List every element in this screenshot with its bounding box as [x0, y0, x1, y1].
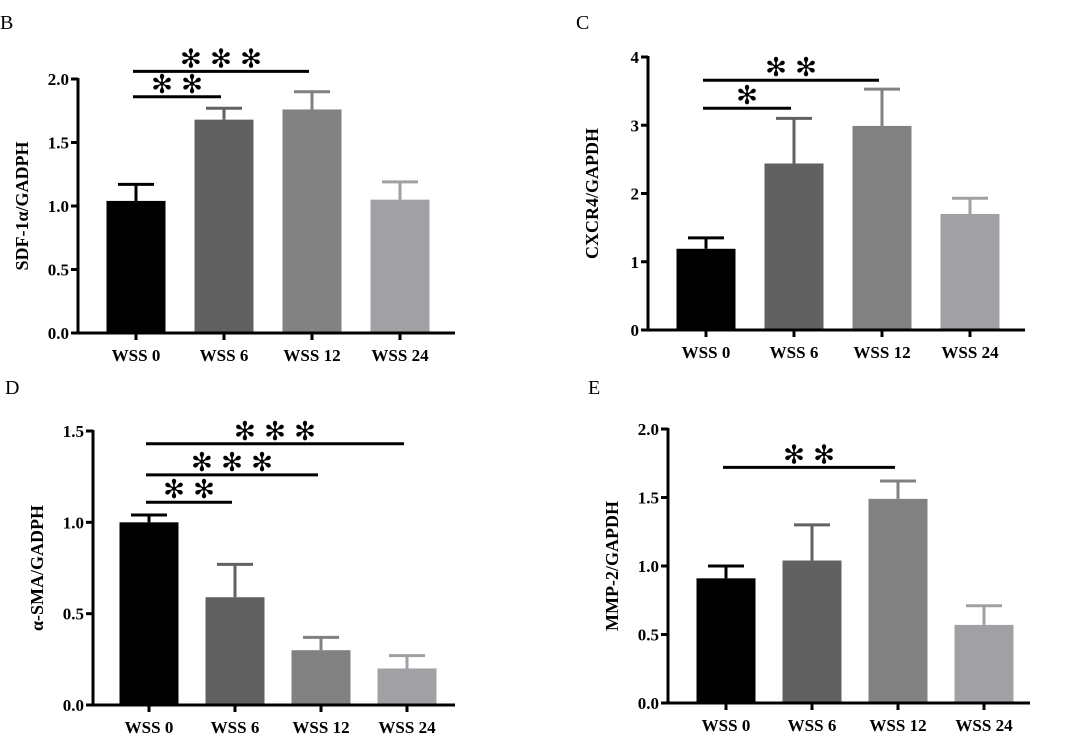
x-tick-label: WSS 24 [955, 716, 1013, 735]
panel-label-c: C [576, 12, 590, 34]
y-tick-label: 1.5 [638, 489, 659, 508]
bar [205, 597, 265, 705]
x-tick-label: WSS 12 [283, 346, 340, 365]
y-tick-label: 0.5 [63, 605, 84, 624]
y-tick-label: 1.0 [63, 513, 84, 532]
bar [291, 650, 351, 705]
bar [782, 560, 842, 703]
x-tick-label: WSS 6 [200, 346, 249, 365]
bar [106, 200, 166, 333]
y-axis-label: MMP-2/GAPDH [602, 501, 622, 631]
bar [868, 498, 928, 703]
y-axis-label: α-SMA/GADPH [27, 505, 47, 631]
chart-panel-d: WSS 0 WSS 6 WSS 12 WSS 24 0.0 0.5 1.0 1.5 α-SMA/… [27, 417, 455, 737]
bar [940, 213, 1000, 330]
y-tick-label: 1.0 [48, 197, 69, 216]
significance-label: ✻ ✻ [163, 475, 215, 505]
x-tick-label: WSS 0 [112, 346, 161, 365]
y-tick-label: 0.0 [48, 324, 69, 343]
panel-label-d: D [5, 377, 20, 399]
y-tick-label: 1.5 [48, 134, 69, 153]
bar [852, 125, 912, 331]
x-tick-label: WSS 24 [371, 346, 429, 365]
significance-label: ✻ [736, 81, 758, 111]
chart-panel-e: WSS 0 WSS 6 WSS 12 WSS 24 0.0 0.5 1.0 1.5 2.0 MMP… [602, 420, 1030, 735]
x-tick-label: WSS 24 [941, 343, 999, 362]
y-tick-label: 2.0 [48, 70, 69, 89]
y-tick-label: 1.5 [63, 422, 84, 441]
y-tick-label: 3 [631, 116, 640, 135]
y-tick-label: 0.0 [638, 694, 659, 713]
x-tick-label: WSS 12 [292, 718, 349, 737]
x-tick-label: WSS 0 [702, 716, 751, 735]
y-tick-label: 1.0 [638, 557, 659, 576]
bar [282, 109, 342, 333]
bar [119, 522, 179, 705]
y-tick-label: 2.0 [638, 420, 659, 439]
y-tick-label: 1 [631, 253, 640, 272]
significance-label: ✻ ✻ ✻ [234, 417, 316, 447]
panel-label-e: E [588, 377, 601, 399]
y-tick-label: 4 [631, 48, 640, 67]
bar [370, 199, 430, 333]
y-axis-label: CXCR4/GAPDH [582, 128, 602, 259]
bar [676, 248, 736, 330]
significance-label: ✻ ✻ ✻ [180, 44, 262, 74]
chart-panel-b: WSS 0 WSS 6 WSS 12 WSS 24 0.0 0.5 1.0 1.5 2.0 SDF… [12, 44, 455, 365]
y-tick-label: 0.5 [48, 261, 69, 280]
y-tick-label: 0.5 [638, 626, 659, 645]
x-tick-label: WSS 24 [378, 718, 436, 737]
x-tick-label: WSS 6 [211, 718, 260, 737]
y-tick-label: 0 [631, 321, 640, 340]
x-tick-label: WSS 12 [853, 343, 910, 362]
x-tick-label: WSS 6 [788, 716, 837, 735]
bar [954, 624, 1014, 703]
significance-label: ✻ ✻ [151, 70, 203, 100]
y-tick-label: 2 [631, 185, 640, 204]
chart-panel-c: WSS 0 WSS 6 WSS 12 WSS 24 0 1 2 3 4 CXCR4/GAPDH ✻✻… [582, 48, 1025, 362]
x-tick-label: WSS 0 [682, 343, 731, 362]
x-tick-label: WSS 0 [125, 718, 174, 737]
bar [696, 578, 756, 703]
panel-label-b: B [0, 12, 14, 34]
x-tick-label: WSS 12 [869, 716, 926, 735]
significance-label: ✻ ✻ [765, 53, 817, 83]
significance-label: ✻ ✻ ✻ [191, 448, 273, 478]
bar [194, 119, 254, 333]
y-axis-label: SDF-1α/GADPH [12, 141, 32, 270]
bar [764, 163, 824, 330]
x-tick-label: WSS 6 [770, 343, 819, 362]
significance-label: ✻ ✻ [783, 440, 835, 470]
bar [377, 668, 437, 705]
y-tick-label: 0.0 [63, 696, 84, 715]
